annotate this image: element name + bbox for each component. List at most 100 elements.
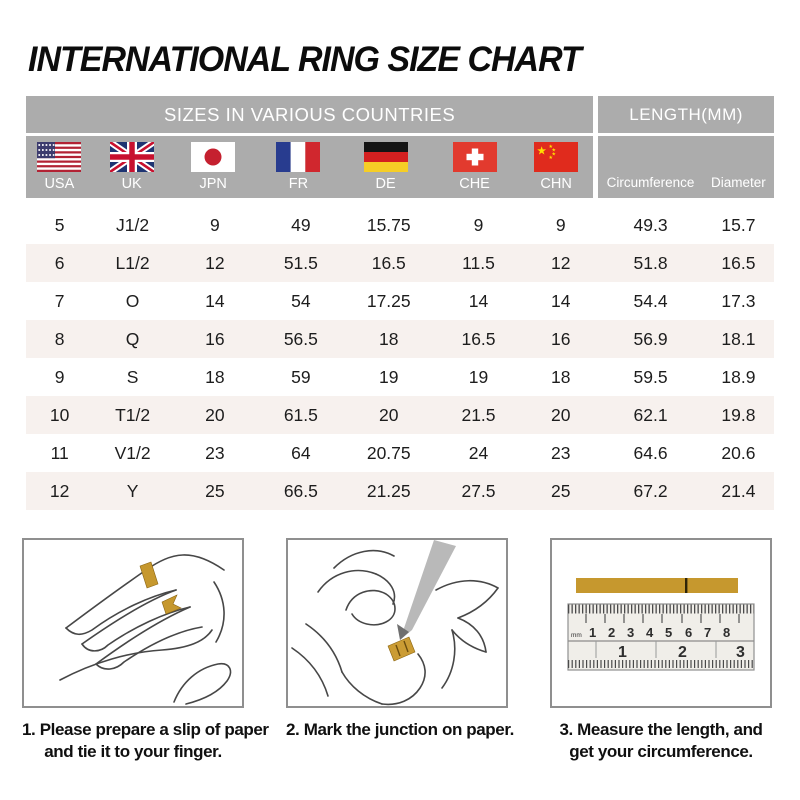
cell-fr: 61.5 [283,404,318,425]
table-body: 5 J1/2 9 49 15.75 9 9 49.3 15.7 6 L1/2 12 51.5 16.5 1… [26,206,774,510]
instruction-step-1: 1. Please prepare a slip of paper and ti… [22,538,269,763]
header-divider [26,133,594,136]
cell-che: 21.5 [461,404,496,425]
cell-uk: O [125,290,140,311]
table-row: 12 Y 25 66.5 21.25 27.5 25 67.2 21.4 [26,472,774,510]
ruler-cm-number: 1 [589,625,596,640]
instruction-step-2: 2. Mark the junction on paper. [286,538,514,763]
ruler-cm-number: 3 [627,625,634,640]
country-label: USA [44,176,75,192]
cell-circumference: 59.5 [633,366,668,387]
pen-icon [400,540,456,640]
cell-jpn: 12 [205,252,225,273]
japan-flag-icon [191,142,236,172]
ruler-inch-number: 2 [678,644,687,661]
instruction-step-3: mm 1 2 3 4 5 6 7 8 1 2 3 3 [550,538,772,763]
circumference-column-label: Circumference [606,175,695,190]
cell-jpn: 20 [205,404,225,425]
cell-che: 24 [468,442,489,463]
country-label: JPN [199,176,227,192]
cell-de: 20.75 [366,442,411,463]
cell-che: 9 [473,214,484,235]
cell-circumference: 51.8 [633,252,668,273]
table-row: 6 L1/2 12 51.5 16.5 11.5 12 51.8 16.5 [26,244,774,282]
table-row: 5 J1/2 9 49 15.75 9 9 49.3 15.7 [26,206,774,244]
cell-usa: 11 [50,442,69,463]
cell-diameter: 21.4 [721,480,756,501]
cell-usa: 7 [54,290,65,311]
cell-che: 19 [468,366,489,387]
ruler-cm-number: 7 [704,625,711,640]
cell-diameter: 16.5 [721,252,756,273]
cell-usa: 5 [54,214,65,235]
cell-diameter: 15.7 [721,214,756,235]
instruction-caption-1: 1. Please prepare a slip of paper and ti… [22,719,269,763]
svg-text:★: ★ [549,144,554,150]
ruler-unit-label: mm [571,632,582,639]
cell-de: 20 [379,404,399,425]
cell-fr: 51.5 [283,252,318,273]
country-column-jpn: JPN [171,136,256,198]
cell-usa: 6 [54,252,65,273]
cell-che: 14 [468,290,489,311]
country-column-chn: ★ ★ ★ ★ ★ CHN [519,136,593,198]
country-column-de: DE [341,136,430,198]
caption-line: 2. Mark the junction on paper. [286,720,514,739]
cell-uk: Y [126,480,139,501]
country-column-fr: FR [256,136,341,198]
table-row: 8 Q 16 56.5 18 16.5 16 56.9 18.1 [26,320,774,358]
cell-fr: 66.5 [283,480,318,501]
cell-circumference: 62.1 [633,404,668,425]
country-label: CHN [540,176,572,192]
cell-circumference: 67.2 [633,480,668,501]
page-title: INTERNATIONAL RING SIZE CHART [28,40,582,79]
cell-che: 16.5 [461,328,496,349]
cell-chn: 14 [551,290,571,311]
caption-line: and tie it to your finger. [44,741,222,761]
cell-usa: 8 [54,328,65,349]
cell-diameter: 18.9 [721,366,756,387]
sizes-group: SIZES IN VARIOUS COUNTRIES USA [26,96,594,198]
cell-chn: 9 [555,214,566,235]
china-flag-icon: ★ ★ ★ ★ ★ [534,142,579,172]
cell-diameter: 18.1 [721,328,756,349]
cell-circumference: 64.6 [633,442,668,463]
cell-usa: 10 [49,404,70,425]
svg-text:★: ★ [549,155,554,161]
mark-junction-illustration [286,538,508,708]
sizes-group-header: SIZES IN VARIOUS COUNTRIES [26,96,594,133]
instructions: 1. Please prepare a slip of paper and ti… [22,538,800,763]
cell-fr: 59 [291,366,311,387]
cell-usa: 12 [49,480,70,501]
cell-uk: L1/2 [115,252,150,273]
instruction-caption-3: 3. Measure the length, and get your circ… [550,719,772,763]
svg-text:★: ★ [552,152,557,158]
cell-jpn: 9 [209,214,220,235]
cell-jpn: 23 [205,442,225,463]
cell-uk: J1/2 [116,214,150,235]
cell-diameter: 20.6 [721,442,756,463]
cell-che: 27.5 [461,480,496,501]
cell-fr: 49 [291,214,311,235]
cell-uk: Q [125,328,140,349]
ruler-cm-number: 2 [608,625,615,640]
table-row: 9 S 18 59 19 19 18 59.5 18.9 [26,358,774,396]
paper-strip [576,578,738,593]
cell-circumference: 54.4 [633,290,668,311]
cell-diameter: 19.8 [721,404,756,425]
cell-de: 18 [379,328,399,349]
france-flag-icon [276,142,321,172]
ruler-cm-number: 6 [685,625,692,640]
country-column-uk: UK [93,136,171,198]
cell-chn: 23 [551,442,571,463]
country-label: UK [121,176,142,192]
country-column-usa: USA [26,136,93,198]
ruler-cm-number: 4 [646,625,654,640]
country-header-row: USA UK [26,136,594,198]
cell-uk: T1/2 [115,404,151,425]
cell-jpn: 16 [205,328,225,349]
cell-chn: 12 [551,252,571,273]
caption-line: get your circumference. [569,741,753,761]
table-row: 7 O 14 54 17.25 14 14 54.4 17.3 [26,282,774,320]
country-label: FR [288,176,309,192]
